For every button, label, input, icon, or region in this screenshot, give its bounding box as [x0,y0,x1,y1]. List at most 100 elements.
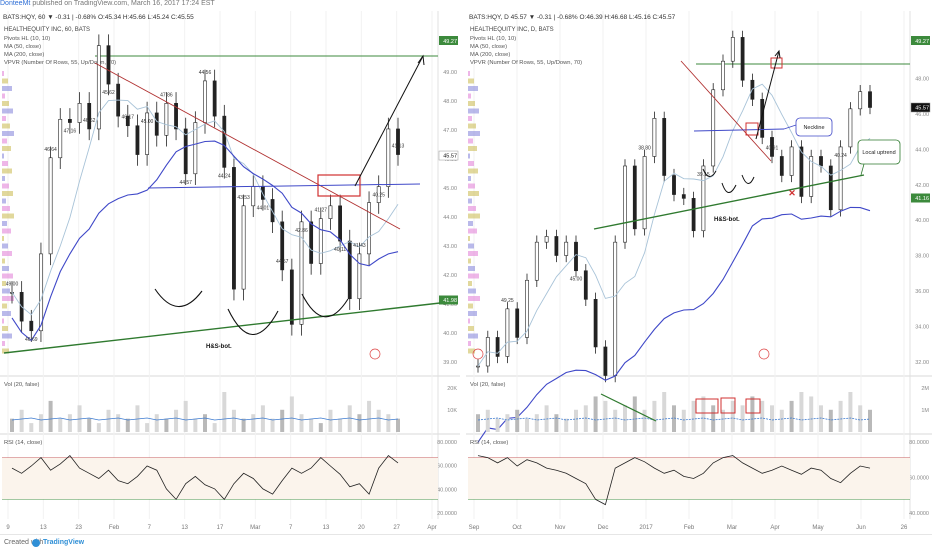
author-link[interactable]: DonteeMt [0,0,31,7]
candle-body [318,218,323,264]
vpvr-bar [2,161,8,166]
volume-bar [721,409,725,432]
candle-body [270,199,275,223]
vpvr-bar [468,161,474,166]
vpvr-bar [2,258,5,264]
volume-trend-line [600,393,657,422]
target-arrow [354,55,424,187]
event-icon [758,348,770,360]
pivot-label: 46.62 [83,118,96,124]
candle-body [613,241,618,376]
vpvr-bar [468,281,472,286]
x-tick-label: Mar [250,525,260,531]
candle-body [554,236,559,256]
vpvr-bar [2,183,9,189]
pivot-label: 45.00 [570,277,583,283]
volume-bar [96,423,101,432]
published-text: published on TradingView.com, March 16, … [32,0,215,7]
candle-body [642,156,647,230]
vpvr-bar [2,318,4,324]
candle-body [309,221,314,264]
ma200-line [477,206,871,443]
vpvr-bar [468,326,474,331]
candle-body [868,91,872,108]
vpvr-bar [2,176,5,181]
vpvr-bar [2,311,11,316]
rsi-line [477,455,871,506]
volume-spike-box [720,397,736,414]
indicator-label: VPVR (Number Of Rows, 55, Up/Down, 70) [4,60,116,66]
legend-text: BATS:HQY, D 45.57 ▼ -0.31 | -0.68% O:46.… [469,14,676,21]
volume-bar [691,400,696,432]
rsi-line [11,455,399,501]
pivot-label: 47.86 [160,92,173,98]
vpvr-bar [468,78,474,84]
candle-body [222,115,227,168]
x-tick-label: Mar [727,525,737,531]
pivot-label: 45.62 [102,90,115,96]
vpvr-bar [468,236,470,241]
vpvr-bar [2,333,12,339]
x-tick-label: Oct [512,525,522,531]
vpvr-bar [468,258,471,264]
vpvr-bar [468,311,477,316]
volume-bar [251,414,256,432]
vpvr-bar [2,93,5,99]
x-tick-label: 13 [181,525,188,531]
pivot-label: 42.86 [295,228,308,234]
rsi-band [2,457,438,500]
pivot-label: 46.64 [44,147,57,153]
candle-body [106,45,111,85]
volume-bar [396,418,400,432]
neckline-callout [795,117,833,137]
uptrend-label: Local uptrend [862,150,895,156]
vpvr-bar [468,213,480,219]
vpvr-bar [2,198,6,204]
vpvr-bar [468,131,480,136]
tradingview-brand[interactable]: TradingView [43,539,85,546]
volume-bar [183,400,188,432]
indicator-label: MA (200, close) [4,52,44,58]
vpvr-bar [468,153,470,159]
volume-bar [29,423,34,432]
price-tick-label: 48.00 [443,99,457,105]
volume-bar [623,405,627,432]
vpvr-bar [2,116,6,121]
vpvr-bar [2,296,14,301]
candle-body [779,156,784,176]
candle-body [515,308,520,338]
pattern-label: H&S-bot. [714,217,740,223]
price-tick-label: 44.00 [443,215,457,221]
volume-bar [583,405,588,432]
volume-tick-label: 20K [447,386,457,392]
volume-tick-label: 10K [447,408,457,414]
current-price-tag: 45.57 [915,105,929,111]
right-shoulder-curve [741,174,755,184]
candle-body [174,103,178,130]
x-tick-label: 2017 [639,525,653,531]
price-tick-label: 47.00 [443,128,457,134]
callout-pointer [783,124,797,130]
volume-bar [505,414,510,432]
price-tick-label: 38.00 [915,254,929,260]
vpvr-bar [2,281,6,286]
candle-body [328,205,333,219]
volume-bar [799,392,804,432]
volume-bar [347,405,352,432]
top-price-tag-bg [439,36,458,45]
pivot-label: 46.69 [25,337,38,343]
rsi-tick-label: 80.0000 [909,440,929,446]
volume-bar [632,396,637,432]
rsi-tick-label: 80.0000 [437,440,457,446]
candle-body [48,157,53,255]
candle-body [251,186,256,207]
uptrend-line [593,174,865,230]
volume-bar [789,400,794,432]
vpvr-bar [2,251,12,256]
x-tick-label: 7 [148,525,152,531]
vpvr-bar [2,228,11,234]
event-icon [472,348,484,360]
volume-bar [642,409,647,432]
candle-body [691,198,696,232]
volume-bar [819,405,823,432]
